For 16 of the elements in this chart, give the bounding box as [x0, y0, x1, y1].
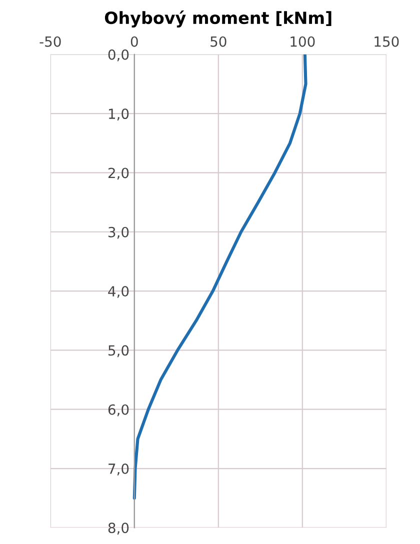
y-tick-label: 3,0	[108, 226, 129, 239]
y-tick-label: 2,0	[108, 168, 129, 180]
y-tick-label: 5,0	[108, 345, 129, 358]
chart-title: Ohybový moment [kNm]	[104, 10, 332, 28]
line-series	[132, 54, 308, 500]
x-tick-label: 150	[374, 36, 399, 47]
x-tick-label: 50	[210, 36, 226, 47]
x-tick-label: 0	[130, 36, 138, 47]
y-tick-label: 1,0	[108, 108, 129, 120]
y-tick-label: 8,0	[108, 522, 129, 535]
y-tick-label: 0,0	[108, 49, 129, 62]
y-tick-label: 4,0	[108, 286, 129, 298]
x-tick-label: 100	[290, 36, 315, 47]
y-tick-label: 7,0	[108, 463, 129, 476]
y-tick-label: 6,0	[108, 404, 129, 416]
x-tick-label: -50	[40, 36, 61, 47]
